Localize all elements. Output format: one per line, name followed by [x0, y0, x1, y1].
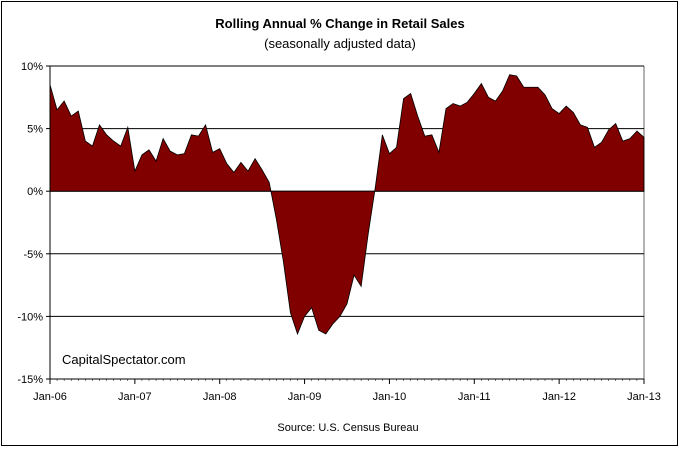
chart-subtitle: (seasonally adjusted data): [264, 36, 416, 51]
watermark-annotation: CapitalSpectator.com: [62, 352, 186, 367]
x-tick-label: Jan-11: [458, 391, 491, 403]
x-tick-label: Jan-09: [288, 391, 322, 403]
source-note: Source: U.S. Census Bureau: [277, 422, 418, 434]
area-series: [49, 74, 645, 336]
x-tick-label: Jan-08: [203, 391, 237, 403]
y-tick-label: 5%: [27, 124, 43, 136]
y-tick-labels: 10% 5% 0% -5% -10% -15%: [17, 61, 43, 386]
x-tick-label: Jan-12: [542, 391, 576, 403]
y-tick-label: -15%: [17, 374, 43, 386]
area-fill: [49, 74, 645, 336]
x-tick-labels: Jan-06 Jan-07 Jan-08 Jan-09 Jan-10 Jan-11 Jan-…: [33, 391, 661, 403]
y-tick-label: 0%: [27, 186, 43, 198]
x-tick-label: Jan-13: [627, 391, 661, 403]
chart-title: Rolling Annual % Change in Retail Sales: [215, 16, 464, 31]
axes: [46, 65, 645, 384]
y-tick-label: -5%: [23, 249, 43, 261]
y-tick-label: 10%: [21, 61, 43, 73]
x-tick-label: Jan-06: [33, 391, 67, 403]
y-tick-label: -10%: [17, 311, 43, 323]
x-tick-label: Jan-07: [118, 391, 152, 403]
x-tick-label: Jan-10: [373, 391, 407, 403]
